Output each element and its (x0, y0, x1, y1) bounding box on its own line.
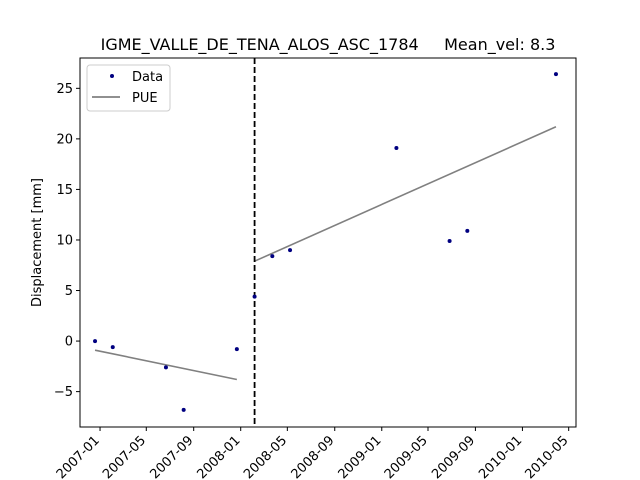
y-tick-label-3: 5 (65, 284, 73, 299)
legend-label-data: Data (132, 70, 163, 85)
x-axis: 2007-012007-052007-092008-012008-052008-… (54, 427, 572, 480)
data-point-7 (270, 254, 275, 259)
x-tick-label-10: 2010-01 (476, 433, 525, 480)
y-tick-label-5: 15 (56, 183, 73, 198)
y-tick-label-1: −5 (54, 385, 73, 400)
legend: Data PUE (86, 64, 171, 112)
legend-label-pue: PUE (132, 91, 158, 106)
x-tick-label-2: 2007-05 (100, 433, 149, 480)
x-tick-label-5: 2008-05 (241, 433, 290, 480)
x-tick-label-11: 2010-05 (522, 433, 571, 480)
data-point-1 (93, 339, 98, 344)
plot-layer (93, 58, 558, 427)
y-tick-label-6: 20 (56, 132, 73, 147)
data-point-9 (394, 145, 399, 150)
legend-marker-data (110, 74, 114, 78)
y-axis: −5 0 5 10 15 20 25 (54, 82, 80, 400)
x-tick-label-8: 2009-05 (382, 433, 431, 480)
chart-title: IGME_VALLE_DE_TENA_ALOS_ASC_1784 Mean_ve… (101, 35, 556, 55)
plot-frame (79, 57, 577, 428)
x-tick-label-6: 2008-09 (289, 433, 338, 480)
data-point-11 (465, 228, 470, 233)
x-tick-label-9: 2009-09 (429, 433, 478, 480)
data-point-12 (553, 72, 558, 77)
data-point-8 (288, 248, 293, 253)
y-tick-label-2: 0 (65, 335, 73, 350)
data-point-3 (163, 365, 168, 370)
legend-box (86, 64, 171, 112)
x-tick-label-4: 2008-01 (195, 433, 244, 480)
data-point-6 (252, 294, 257, 299)
x-tick-label-1: 2007-01 (54, 433, 103, 480)
x-tick-label-7: 2009-01 (336, 433, 385, 480)
y-tick-label-7: 25 (56, 82, 73, 97)
data-point-10 (447, 238, 452, 243)
x-tick-label-3: 2007-09 (147, 433, 196, 480)
y-tick-label-4: 10 (56, 233, 73, 248)
y-axis-title: Displacement [mm] (30, 178, 45, 307)
data-point-2 (110, 345, 115, 350)
pue-line-segment-2 (254, 126, 557, 262)
data-point-5 (234, 347, 239, 352)
pue-line-segment-1 (94, 349, 238, 381)
data-point-4 (181, 407, 186, 412)
